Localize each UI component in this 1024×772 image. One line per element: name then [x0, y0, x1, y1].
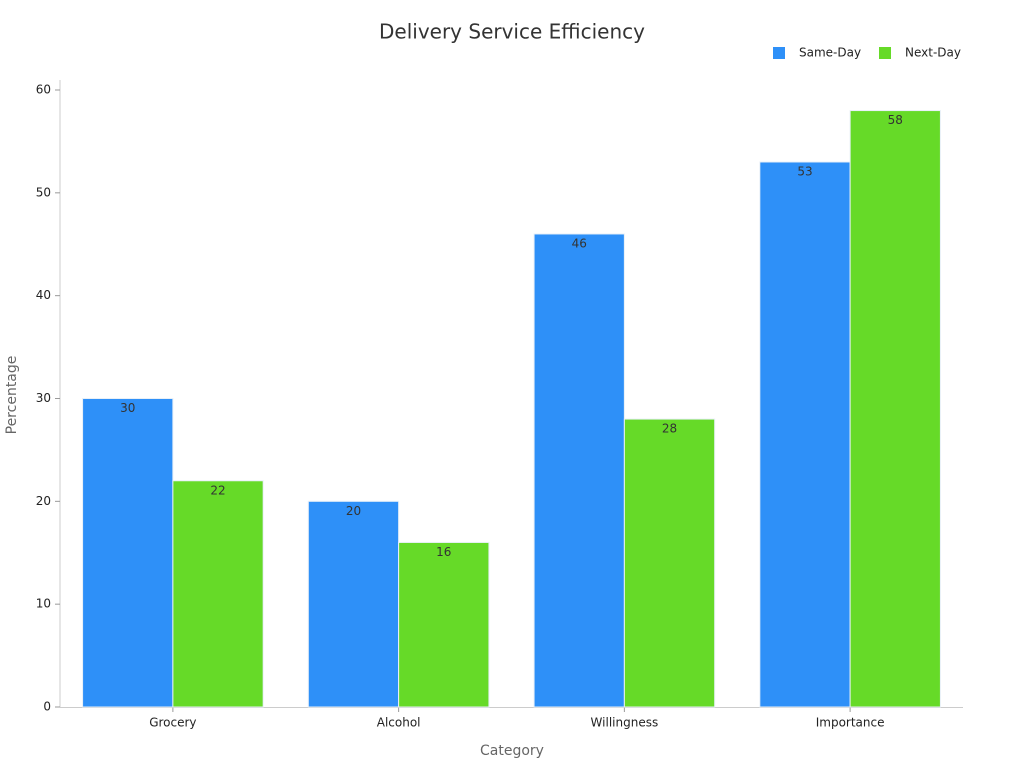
x-tick-label: Willingness [591, 716, 659, 730]
bar [533, 233, 625, 708]
y-axis-title: Percentage [4, 356, 20, 435]
bar [82, 398, 174, 708]
legend-swatch [773, 47, 785, 59]
x-tick-label: Grocery [149, 716, 196, 730]
bar [849, 110, 941, 708]
value-label: 46 [572, 236, 587, 250]
bar [172, 480, 264, 708]
legend-swatch [879, 47, 891, 59]
value-label: 22 [210, 483, 225, 497]
value-label: 16 [436, 545, 451, 559]
y-tick-label: 10 [36, 597, 51, 611]
y-tick-label: 0 [43, 700, 51, 714]
y-tick-label: 50 [36, 185, 51, 199]
x-axis-title: Category [480, 743, 544, 759]
bar [623, 418, 716, 708]
value-label: 20 [346, 504, 361, 518]
y-tick-label: 20 [36, 494, 51, 508]
x-tick-label: Alcohol [377, 716, 421, 730]
value-label: 53 [797, 164, 812, 178]
value-label: 30 [120, 401, 135, 415]
y-tick-label: 60 [36, 83, 51, 97]
bar [398, 541, 490, 708]
y-tick-label: 40 [36, 288, 51, 302]
legend-label: Same-Day [799, 46, 861, 60]
legend-label: Next-Day [905, 46, 961, 60]
x-tick-label: Importance [816, 716, 885, 730]
value-label: 28 [662, 422, 677, 436]
y-tick-label: 30 [36, 391, 51, 405]
chart-title: Delivery Service Efficiency [379, 20, 645, 44]
bar [307, 500, 400, 708]
value-label: 58 [888, 113, 903, 127]
bar [759, 161, 851, 708]
